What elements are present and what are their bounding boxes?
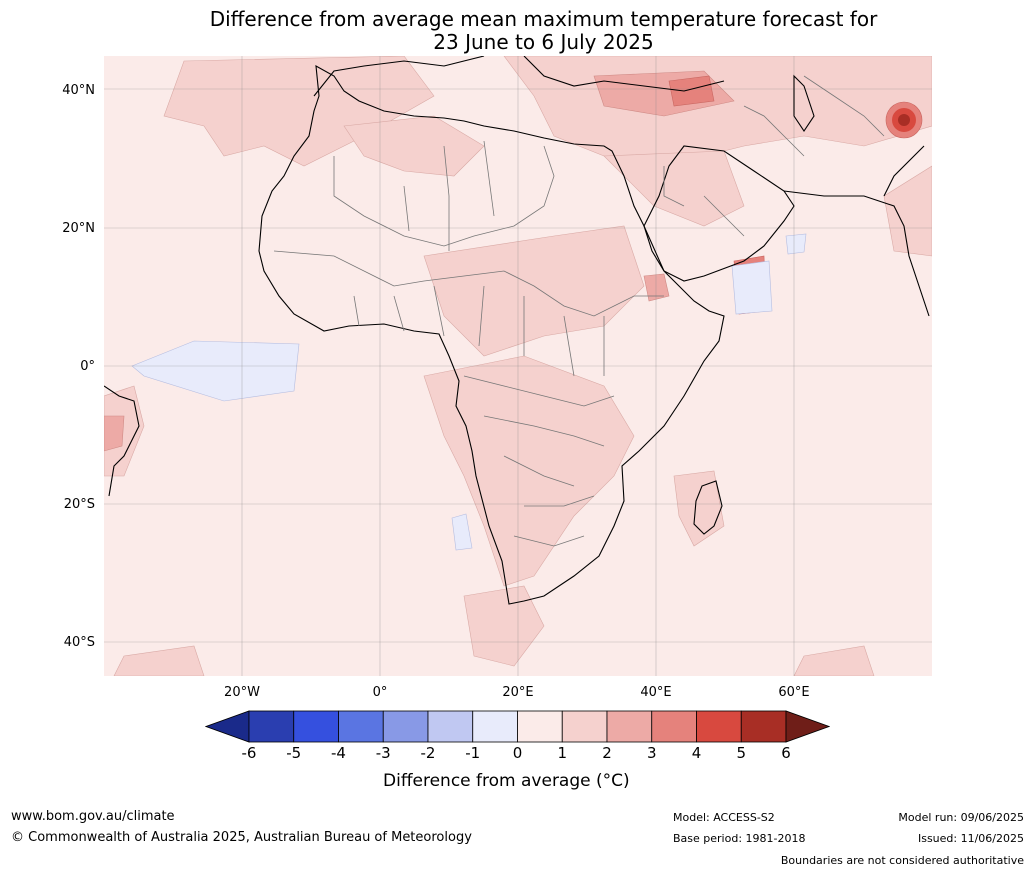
colorbar-segment [293,710,339,743]
lon-label-20e: 20°E [502,685,534,700]
colorbar-tick-label: -5 [286,744,302,762]
footer-model-run: Model run: 09/06/2025 [898,811,1024,824]
colorbar-segment [517,710,563,743]
lat-label-20n: 20°N [62,221,95,236]
footer-url[interactable]: www.bom.gov.au/climate [11,809,175,824]
lat-label-40s: 40°S [63,635,95,650]
colorbar-tick-label: 2 [602,744,612,762]
colorbar-segment [651,710,697,743]
footer-disclaimer: Boundaries are not considered authoritat… [780,854,1024,867]
colorbar-tick-label: -4 [331,744,346,762]
colorbar-tick-label: 5 [736,744,747,762]
colorbar-tick-label: -3 [375,744,391,762]
lon-label-0: 0° [372,685,388,700]
colorbar-segment [696,710,742,743]
footer-copyright: © Commonwealth of Australia 2025, Austra… [11,830,472,845]
colorbar-label: Difference from average (°C) [383,771,630,791]
graticule [104,56,932,676]
country-boundaries [273,75,885,547]
lon-label-40e: 40°E [640,685,672,700]
colorbar-segment [248,710,295,743]
lat-label-40n: 40°N [62,83,95,98]
lon-label-20w: 20°W [224,685,260,700]
colorbar-tick-label: 6 [781,744,791,762]
colorbar [205,710,830,743]
colorbar-tick-label: -6 [241,744,257,762]
colorbar-arrow-low [205,710,250,743]
colorbar-tick-label: 0 [512,744,523,762]
forecast-map [104,56,932,676]
lat-label-0: 0° [80,359,95,374]
colorbar-tick-label: 1 [557,744,568,762]
footer-issued: Issued: 11/06/2025 [917,832,1024,845]
anomaly-contours [104,56,932,676]
colorbar-segment [561,710,608,743]
title-line-2: 23 June to 6 July 2025 [433,30,654,54]
colorbar-tick-label: 4 [691,744,702,762]
colorbar-segment [606,710,653,743]
colorbar-segment [472,710,518,743]
map-svg [104,56,932,676]
colorbar-segment [382,710,429,743]
footer-base-period: Base period: 1981-2018 [673,832,806,845]
colorbar-segment [740,710,787,743]
colorbar-segment [338,710,384,743]
coastlines [104,56,930,605]
footer-model: Model: ACCESS-S2 [673,811,775,824]
lon-label-60e: 60°E [778,685,810,700]
colorbar-tick-label: -2 [420,744,436,762]
colorbar-arrow-high [785,710,830,743]
title-line-1: Difference from average mean maximum tem… [209,7,878,31]
lat-label-20s: 20°S [63,497,95,512]
colorbar-tick-label: 3 [646,744,657,762]
colorbar-tick-label: -1 [465,744,481,762]
colorbar-segment [427,710,474,743]
map-title: Difference from average mean maximum tem… [0,8,1035,54]
